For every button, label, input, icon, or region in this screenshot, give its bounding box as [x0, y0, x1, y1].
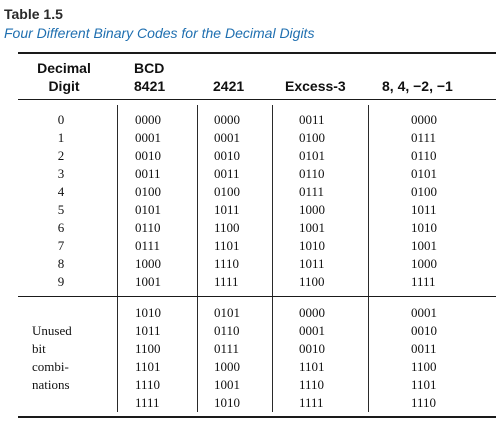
- cell-excess3: 0110: [299, 166, 325, 181]
- header-decimal-line1: Decimal: [37, 60, 91, 76]
- cell-bcd: 0110: [135, 220, 161, 235]
- table-caption-title: Four Different Binary Codes for the Deci…: [4, 25, 315, 41]
- unused-excess3: 0010: [299, 341, 325, 356]
- column-divider: [272, 105, 273, 412]
- cell-842: 1011: [411, 202, 437, 217]
- cell-bcd: 0101: [135, 202, 161, 217]
- column-divider: [117, 105, 118, 412]
- column-divider: [368, 105, 369, 412]
- cell-digit: 1: [57, 130, 65, 145]
- cell-842: 1000: [411, 256, 437, 271]
- cell-excess3: 0100: [299, 130, 325, 145]
- cell-bcd: 0001: [135, 130, 161, 145]
- unused-2421: 0101: [214, 305, 240, 320]
- cell-2421: 1100: [214, 220, 240, 235]
- cell-digit: 5: [57, 202, 65, 217]
- cell-excess3: 0101: [299, 148, 325, 163]
- unused-842: 0001: [411, 305, 437, 320]
- unused-bcd: 1010: [135, 305, 161, 320]
- header-bcd-line2: 8421: [134, 78, 166, 94]
- cell-2421: 1111: [214, 274, 239, 289]
- unused-842: 0010: [411, 323, 437, 338]
- cell-842: 0111: [411, 130, 437, 145]
- unused-bcd: 1011: [135, 323, 161, 338]
- table-caption-label: Table 1.5: [4, 6, 63, 22]
- bottom-rule: [18, 416, 496, 418]
- unused-bcd: 1101: [135, 359, 161, 374]
- cell-bcd: 0111: [135, 238, 161, 253]
- unused-842: 1110: [411, 395, 437, 410]
- unused-label-line: Unused: [32, 323, 72, 338]
- cell-excess3: 0011: [299, 112, 325, 127]
- cell-2421: 0010: [214, 148, 240, 163]
- cell-digit: 3: [57, 166, 65, 181]
- unused-842: 1101: [411, 377, 437, 392]
- unused-2421: 1001: [214, 377, 240, 392]
- cell-2421: 0000: [214, 112, 240, 127]
- cell-842: 1001: [411, 238, 437, 253]
- unused-2421: 1010: [214, 395, 240, 410]
- unused-excess3: 1111: [299, 395, 324, 410]
- cell-842: 0110: [411, 148, 437, 163]
- cell-digit: 2: [57, 148, 65, 163]
- cell-2421: 1110: [214, 256, 240, 271]
- cell-2421: 1101: [214, 238, 240, 253]
- unused-2421: 0110: [214, 323, 240, 338]
- cell-bcd: 0100: [135, 184, 161, 199]
- header-decimal-line2: Digit: [48, 78, 80, 94]
- cell-2421: 1011: [214, 202, 240, 217]
- unused-excess3: 0001: [299, 323, 325, 338]
- header-8-4-neg2-neg1: 8, 4, −2, −1: [382, 78, 453, 94]
- unused-bcd: 1110: [135, 377, 161, 392]
- cell-digit: 4: [57, 184, 65, 199]
- cell-bcd: 0011: [135, 166, 161, 181]
- header-2421: 2421: [213, 78, 245, 94]
- unused-842: 1100: [411, 359, 437, 374]
- cell-excess3: 1011: [299, 256, 325, 271]
- cell-excess3: 1100: [299, 274, 325, 289]
- unused-excess3: 1101: [299, 359, 325, 374]
- unused-label-line: bit: [32, 341, 46, 356]
- unused-excess3: 0000: [299, 305, 325, 320]
- cell-digit: 8: [57, 256, 65, 271]
- cell-digit: 6: [57, 220, 65, 235]
- cell-excess3: 1010: [299, 238, 325, 253]
- cell-excess3: 1000: [299, 202, 325, 217]
- header-bcd-line1: BCD: [134, 60, 165, 76]
- cell-digit: 0: [57, 112, 65, 127]
- unused-label-line: nations: [32, 377, 70, 392]
- cell-digit: 9: [57, 274, 65, 289]
- cell-842: 1111: [411, 274, 436, 289]
- cell-842: 1010: [411, 220, 437, 235]
- cell-842: 0101: [411, 166, 437, 181]
- cell-bcd: 1000: [135, 256, 161, 271]
- unused-bcd: 1100: [135, 341, 161, 356]
- top-rule: [18, 52, 496, 54]
- cell-excess3: 0111: [299, 184, 325, 199]
- unused-excess3: 1110: [299, 377, 325, 392]
- unused-bcd: 1111: [135, 395, 160, 410]
- cell-excess3: 1001: [299, 220, 325, 235]
- unused-2421: 1000: [214, 359, 240, 374]
- column-divider: [197, 105, 198, 412]
- cell-bcd: 0000: [135, 112, 161, 127]
- unused-842: 0011: [411, 341, 437, 356]
- header-excess3: Excess-3: [285, 78, 346, 94]
- unused-2421: 0111: [214, 341, 240, 356]
- cell-2421: 0100: [214, 184, 240, 199]
- cell-842: 0000: [411, 112, 437, 127]
- cell-842: 0100: [411, 184, 437, 199]
- cell-2421: 0011: [214, 166, 240, 181]
- section-rule: [18, 296, 496, 297]
- cell-2421: 0001: [214, 130, 240, 145]
- cell-bcd: 1001: [135, 274, 161, 289]
- header-rule: [18, 99, 496, 100]
- cell-bcd: 0010: [135, 148, 161, 163]
- unused-label-line: combi-: [32, 359, 69, 374]
- cell-digit: 7: [57, 238, 65, 253]
